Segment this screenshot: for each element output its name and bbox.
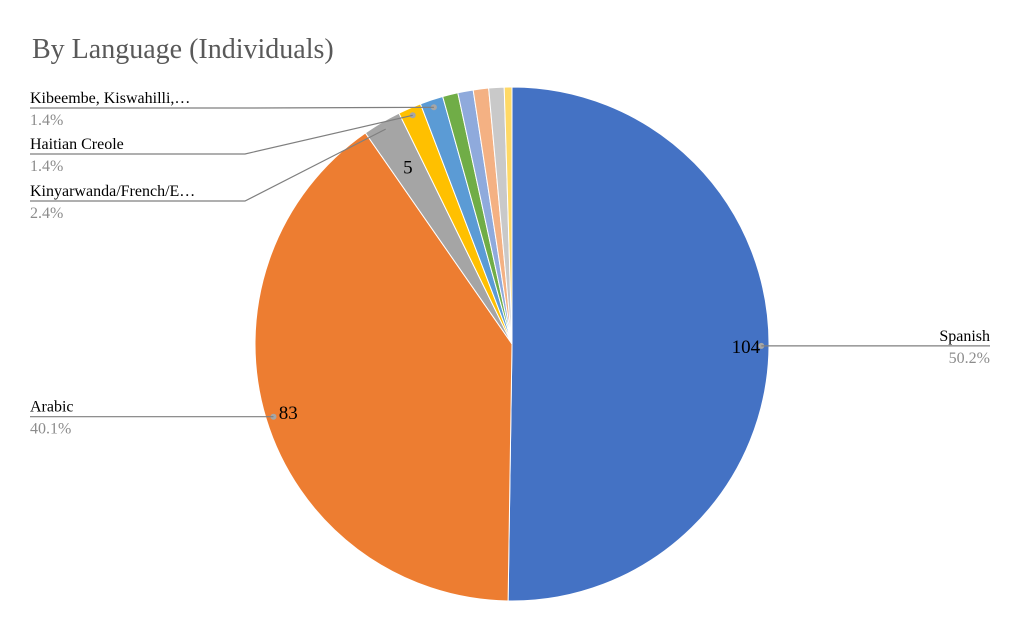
pie-slice-arabic (254, 132, 513, 602)
data-label-5: 5 (403, 158, 413, 179)
category-label: Kibeembe, Kiswahilli,… (30, 90, 190, 107)
category-label: Kinyarwanda/French/E… (30, 183, 195, 200)
slices-layer (254, 86, 770, 602)
leader-lines-layer (30, 104, 990, 420)
labels-layer: 104 83 5 Spanish 50.2% Arabic 40.1% Kinyarwanda… (30, 90, 990, 438)
pie-slice-other-9 (503, 86, 513, 345)
percent-label: 1.4% (30, 158, 63, 175)
percent-label: 50.2% (949, 350, 990, 367)
category-label: Arabic (30, 399, 74, 416)
category-label: Haitian Creole (30, 136, 124, 153)
chart-title: By Language (Individuals) (32, 34, 334, 65)
leader-line (30, 106, 434, 109)
leader-line (30, 128, 386, 202)
category-label: Spanish (939, 328, 990, 345)
data-label-83: 83 (279, 403, 298, 424)
leader-line (30, 114, 413, 155)
percent-label: 1.4% (30, 112, 63, 129)
percent-label: 2.4% (30, 205, 63, 222)
pie-slice-spanish (507, 86, 770, 602)
percent-label: 40.1% (30, 421, 71, 438)
data-label-104: 104 (732, 337, 761, 358)
